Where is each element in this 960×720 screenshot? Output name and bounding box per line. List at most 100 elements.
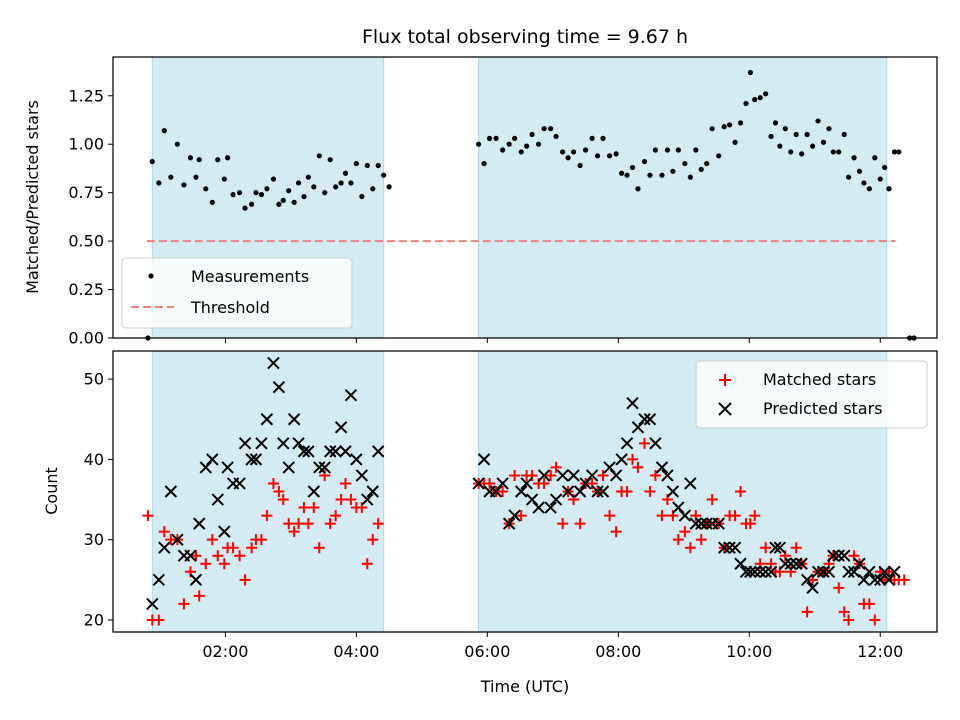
measurement-point [193,174,199,180]
predicted-star-marker [790,557,803,570]
measurement-point [237,190,243,196]
predicted-star-marker [655,461,669,474]
matched-star-marker [372,518,384,530]
predicted-star-marker [842,565,855,578]
measurement-point [209,199,215,205]
x-tick-label: 04:00 [333,642,379,661]
matched-star-marker [627,453,639,465]
matched-star-marker [484,477,496,489]
measurement-point [777,143,783,149]
predicted-star-marker [638,413,651,426]
predicted-star-marker [313,461,326,474]
matched-star-marker [206,534,218,546]
matched-star-marker [255,534,267,546]
measurement-point [659,172,665,178]
matched-star-marker [706,494,718,506]
matched-star-marker [801,606,813,618]
measurement-point [553,133,559,140]
predicted-star-marker [267,356,280,370]
measurement-point [196,157,202,163]
measurement-point [687,174,693,180]
measurement-point [693,147,699,153]
predicted-star-marker [366,485,379,498]
predicted-star-marker [245,453,258,466]
matched-star-marker [283,518,295,530]
measurement-point [168,174,174,180]
matched-star-marker [538,477,550,489]
measurement-point [311,184,317,190]
predicted-star-marker [626,396,639,410]
predicted-star-marker [838,549,851,562]
predicted-star-marker [649,437,662,450]
measurement-point [364,162,370,169]
measurement-point [763,91,769,97]
measurement-point [721,124,727,130]
legend-matched-label: Matched stars [763,370,876,389]
measurement-point [476,141,482,147]
measurement-point [732,139,738,145]
measurement-point [743,100,749,107]
matched-star-marker [218,558,230,570]
predicted-star-marker [272,380,286,394]
measurement-point [836,149,842,155]
measurement-point [809,143,816,149]
predicted-star-marker [489,485,503,498]
predicted-star-marker [661,469,674,482]
measurement-point [652,147,659,153]
predicted-star-marker [532,501,545,514]
matched-star-marker [545,469,557,481]
predicted-star-marker [561,485,575,498]
predicted-star-marker [323,445,337,458]
predicted-star-marker [882,573,896,587]
measurement-point [316,153,322,159]
predicted-star-marker [868,573,881,587]
predicted-star-marker [292,437,305,450]
predicted-star-marker [556,469,569,482]
x-tick-label: 02:00 [202,642,248,661]
predicted-star-marker [712,517,725,530]
measurement-point [886,186,892,192]
measurement-point [286,188,292,194]
predicted-star-marker [700,517,713,530]
predicted-star-marker [888,565,901,578]
measurement-point [820,139,827,145]
matched-star-marker [193,590,205,602]
legend-threshold-label: Threshold [190,298,270,317]
matched-star-marker [142,510,154,522]
measurement-point [224,155,231,161]
measurement-point [524,143,530,149]
measurement-point [518,149,524,155]
top-axes-frame [112,56,938,339]
measurement-point [560,149,566,155]
y-tick-label: 0.50 [68,232,104,251]
measurement-point [203,186,209,192]
predicted-star-marker [514,485,528,498]
predicted-star-marker [249,453,263,466]
predicted-star-marker [329,445,342,458]
measurement-point [280,197,286,204]
predicted-star-marker [477,453,491,466]
matched-star-marker [246,542,258,554]
matched-star-marker [729,510,741,522]
measurement-point [215,157,221,163]
predicted-star-marker [857,573,871,587]
y-tick-label: 20 [84,610,104,629]
x-tick-label: 08:00 [595,642,641,661]
measurement-point [161,128,167,134]
predicted-star-marker [567,469,580,482]
predicted-star-marker [827,549,840,562]
matched-star-marker [610,526,622,538]
predicted-star-marker [689,517,703,530]
predicted-star-marker [773,541,787,554]
measurement-point [772,120,779,126]
matched-star-marker [335,494,347,506]
matched-star-marker [273,486,285,497]
y-tick-label: 0.00 [68,329,104,348]
predicted-star-marker [344,388,358,402]
measurement-point [670,168,676,174]
measurement-point [799,151,805,157]
matched-star-marker [597,469,609,481]
matched-star-marker [367,534,379,546]
predicted-star-marker [817,565,830,578]
measurement-point [249,201,255,207]
